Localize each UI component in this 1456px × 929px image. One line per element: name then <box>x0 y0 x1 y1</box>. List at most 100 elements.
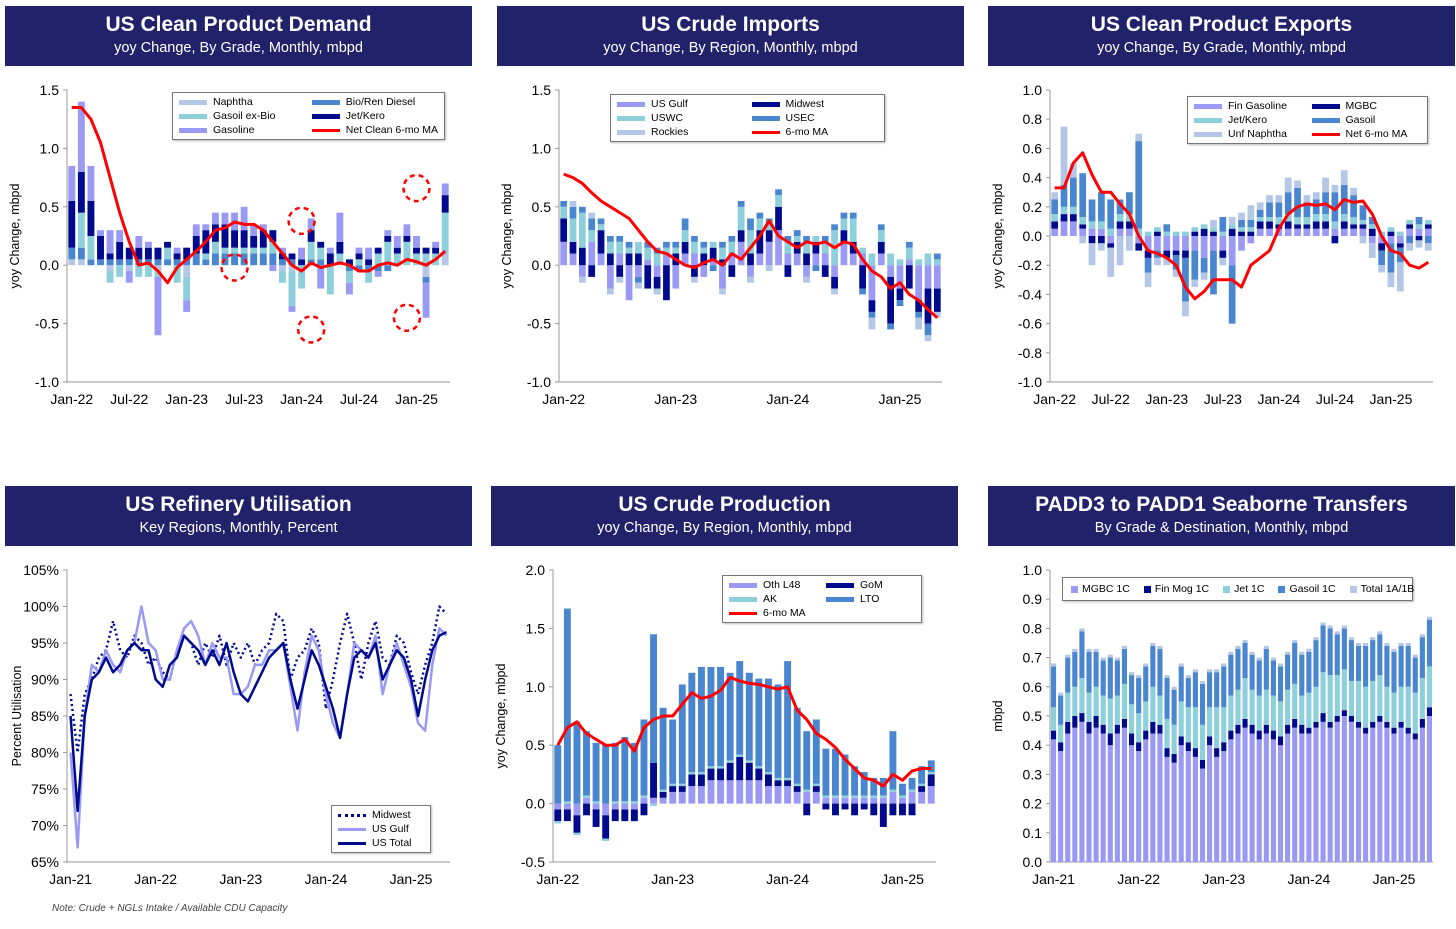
bar-jet-kero <box>355 253 363 260</box>
bar-gasoline <box>336 212 344 242</box>
bar-fin-gasoline <box>1088 228 1096 236</box>
bar-ak <box>764 772 772 775</box>
y-tick-label: 0.6 <box>1023 140 1043 156</box>
bar-gom <box>832 803 839 816</box>
legend-label: US Total <box>372 837 412 849</box>
bar-jet-kero <box>1359 219 1367 225</box>
bar-jet-1c <box>1348 680 1354 716</box>
bar-jet-kero <box>1144 231 1152 236</box>
bar-oth-l48 <box>563 803 571 810</box>
bar-uswc <box>728 241 736 254</box>
bar-gasoil-ex-bio <box>250 247 258 254</box>
bar-jet-1c <box>1086 692 1092 722</box>
bar-gasoil-1c <box>1355 645 1362 681</box>
chart-title-bar: US Clean Product Exports yoy Change, By G… <box>988 6 1455 66</box>
bar-gom <box>860 803 868 810</box>
bar-uswc <box>877 230 885 242</box>
bar-unf-naphtha <box>1266 195 1273 203</box>
bar-rockies <box>765 265 773 272</box>
bar-jet-kero <box>250 236 258 248</box>
y-tick-label: 1.5 <box>532 82 552 98</box>
bar-jet-kero <box>1228 224 1236 229</box>
bar-us-gulf <box>644 259 652 266</box>
bar-gasoil-ex-bio <box>116 265 124 277</box>
bar-lto <box>822 748 830 796</box>
legend-label: LTO <box>860 593 880 605</box>
bar-gasoline <box>432 241 440 248</box>
bar-jet-1c <box>1065 692 1071 722</box>
bar-jet-kero <box>1396 231 1404 236</box>
bar-total-1a-1b <box>1065 654 1071 658</box>
legend-label: Midwest <box>785 98 825 110</box>
bar-mgbc-1c <box>1100 733 1106 862</box>
y-tick-label: 0.4 <box>1023 170 1043 186</box>
bar-ak <box>870 795 878 798</box>
bar-usec <box>868 311 876 318</box>
bar-jet-1c <box>1171 724 1177 754</box>
chart-legend: MGBC 1C Fin Mog 1C Jet 1C Gasoil 1C Total 1A… <box>1062 577 1414 601</box>
bar-mgbc <box>1200 228 1208 236</box>
bar-jet-kero <box>1256 217 1264 222</box>
bar-mgbc-1c <box>1285 733 1291 862</box>
bar-lto <box>889 731 897 790</box>
bar-oth-l48 <box>611 803 619 810</box>
y-tick-label: 1.0 <box>1023 82 1043 98</box>
bar-uswc <box>765 224 773 231</box>
bar-usec <box>607 236 614 242</box>
panel-refinery-utilisation: US Refinery Utilisation Key Regions, Mont… <box>5 486 472 906</box>
bar-jet-1c <box>1072 686 1078 716</box>
bar-mgbc-1c <box>1185 751 1191 862</box>
bar-bio-ren-diesel <box>183 259 191 266</box>
y-axis-label: mbpd <box>991 700 1005 731</box>
y-tick-label: 95% <box>31 635 59 651</box>
bar-mgbc <box>1172 250 1180 255</box>
bar-midwest <box>719 259 726 266</box>
bar-midwest <box>775 206 782 231</box>
x-tick-label: Jul-23 <box>1204 391 1242 407</box>
bar-jet-1c <box>1277 701 1284 737</box>
bar-bio-ren-diesel <box>374 265 382 272</box>
bar-gasoline <box>211 212 219 225</box>
bar-gasoil-1c <box>1121 648 1128 684</box>
y-tick-label: 1.5 <box>526 620 546 636</box>
chart-subtitle: yoy Change, By Region, Monthly, mbpd <box>603 40 858 56</box>
bar-jet-kero <box>1284 214 1292 222</box>
bar-jet-kero <box>1116 214 1124 222</box>
bar-gasoil <box>1079 173 1087 218</box>
line-6-mo-ma <box>556 675 932 788</box>
legend-item: AK <box>729 592 818 606</box>
bar-gasoline <box>87 165 95 201</box>
bar-uswc <box>719 247 726 260</box>
bar-bio-ren-diesel <box>211 253 219 266</box>
bar-fin-gasoline <box>1144 236 1152 251</box>
bar-gasoline <box>97 230 104 236</box>
bar-lto <box>841 754 849 796</box>
bar-gasoil-1c <box>1143 666 1149 702</box>
bar-lto <box>583 731 590 796</box>
x-tick-label: Jan-22 <box>134 871 177 887</box>
bar-gasoil-1c <box>1270 660 1276 696</box>
bar-fin-gasoline <box>1350 228 1357 236</box>
bar-gom <box>851 803 859 816</box>
bar-oth-l48 <box>879 797 887 804</box>
x-tick-label: Jan-22 <box>1033 391 1076 407</box>
legend-swatch <box>1194 131 1222 137</box>
bar-gasoil <box>1303 202 1311 218</box>
bar-mgbc-1c <box>1377 721 1383 862</box>
bar-mgbc <box>1294 224 1301 229</box>
bar-fin-gasoline <box>1135 236 1143 244</box>
bar-gasoline <box>384 230 392 236</box>
bar-fin-gasoline <box>1079 228 1087 236</box>
bar-fin-mog-1c <box>1292 718 1298 728</box>
bar-fin-gasoline <box>1266 228 1273 236</box>
bar-gom <box>793 786 801 792</box>
bar-total-1a-1b <box>1221 663 1227 667</box>
bar-lto <box>630 742 638 802</box>
bar-total-1a-1b <box>1228 651 1234 655</box>
y-tick-label: 0.9 <box>1023 591 1043 607</box>
bar-lto <box>669 719 677 784</box>
legend-swatch <box>1071 585 1078 593</box>
bar-mgbc <box>1368 228 1376 236</box>
bar-gasoil <box>1415 217 1423 225</box>
bar-jet-1c <box>1214 707 1220 749</box>
